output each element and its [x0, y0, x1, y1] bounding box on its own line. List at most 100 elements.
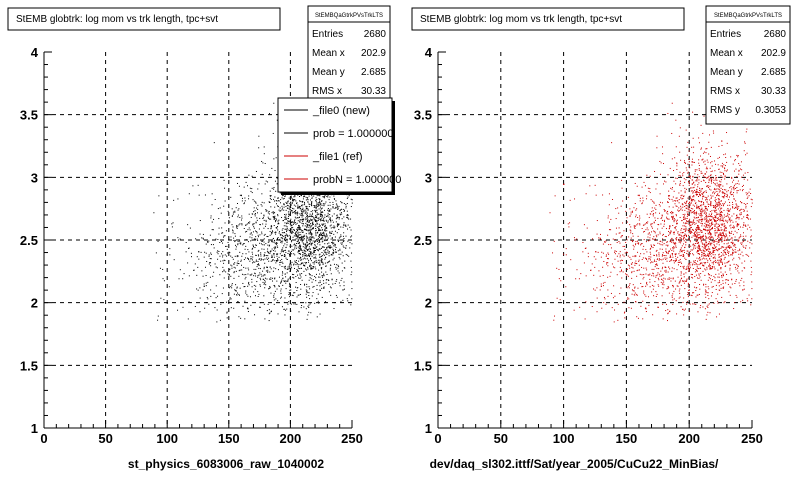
scatter-point [709, 155, 711, 157]
scatter-point [667, 213, 669, 215]
scatter-point [222, 236, 224, 238]
scatter-point [329, 247, 331, 249]
scatter-point [227, 210, 229, 212]
scatter-point [293, 196, 295, 198]
scatter-point [321, 200, 323, 202]
scatter-point [279, 239, 281, 241]
scatter-point [722, 185, 724, 187]
scatter-point [207, 298, 209, 300]
scatter-point [286, 244, 288, 246]
scatter-point [296, 222, 298, 224]
scatter-point [648, 190, 650, 192]
scatter-point [696, 246, 698, 248]
scatter-point [714, 235, 716, 237]
scatter-point [690, 233, 692, 235]
scatter-point [651, 268, 653, 270]
scatter-point [276, 280, 278, 282]
scatter-point [703, 250, 705, 252]
scatter-point [742, 245, 744, 247]
scatter-point [328, 246, 330, 248]
scatter-point [702, 249, 704, 251]
scatter-point [255, 259, 257, 261]
scatter-point [693, 222, 695, 224]
scatter-point [301, 235, 303, 237]
scatter-point [740, 161, 742, 163]
scatter-point [676, 168, 678, 170]
scatter-point [233, 293, 235, 295]
scatter-point [292, 276, 294, 278]
scatter-point [298, 225, 300, 227]
scatter-point [738, 256, 740, 258]
scatter-point [735, 200, 737, 202]
scatter-point [709, 268, 711, 270]
scatter-point [746, 214, 748, 216]
scatter-point [332, 201, 334, 203]
scatter-point [257, 208, 259, 210]
scatter-point [273, 239, 275, 241]
scatter-point [737, 264, 739, 266]
scatter-point [232, 229, 234, 231]
scatter-point [660, 218, 662, 220]
scatter-point [574, 239, 576, 241]
scatter-point [228, 274, 230, 276]
scatter-point [626, 268, 628, 270]
scatter-point [308, 224, 310, 226]
scatter-point [315, 223, 317, 225]
scatter-point [287, 211, 289, 213]
scatter-point [705, 249, 707, 251]
scatter-point [290, 250, 292, 252]
scatter-point [257, 263, 259, 265]
scatter-point [640, 282, 642, 284]
scatter-point [281, 207, 283, 209]
scatter-point [603, 260, 605, 262]
scatter-point [677, 264, 679, 266]
scatter-point [735, 221, 737, 223]
scatter-point [231, 267, 233, 269]
scatter-point [720, 252, 722, 254]
scatter-point [716, 232, 718, 234]
scatter-point [269, 230, 271, 232]
scatter-point [647, 229, 649, 231]
scatter-point [634, 264, 636, 266]
scatter-point [299, 228, 301, 230]
scatter-point [320, 215, 322, 217]
scatter-point [684, 228, 686, 230]
scatter-point [691, 274, 693, 276]
scatter-point [315, 197, 317, 199]
scatter-point [672, 248, 674, 250]
scatter-point [743, 202, 745, 204]
scatter-point [633, 294, 635, 296]
scatter-point [608, 204, 610, 206]
scatter-point [709, 229, 711, 231]
scatter-point [327, 208, 329, 210]
scatter-point [276, 242, 278, 244]
scatter-point [729, 187, 731, 189]
scatter-point [316, 214, 318, 216]
scatter-point [706, 219, 708, 221]
scatter-point [715, 246, 717, 248]
scatter-point [634, 182, 636, 184]
scatter-point [710, 202, 712, 204]
scatter-point [311, 243, 313, 245]
scatter-point [250, 304, 252, 306]
scatter-point [303, 265, 305, 267]
scatter-point [191, 256, 193, 258]
scatter-point [285, 249, 287, 251]
scatter-point [257, 250, 259, 252]
scatter-point [321, 255, 323, 257]
scatter-point [715, 177, 717, 179]
scatter-point [709, 232, 711, 234]
scatter-point [683, 273, 685, 275]
scatter-point [296, 228, 298, 230]
scatter-point [599, 237, 601, 239]
scatter-point [294, 261, 296, 263]
scatter-point [695, 287, 697, 289]
scatter-point [700, 170, 702, 172]
scatter-point [300, 288, 302, 290]
scatter-point [224, 260, 226, 262]
scatter-point [708, 220, 710, 222]
scatter-point [638, 219, 640, 221]
scatter-point [307, 245, 309, 247]
scatter-point [254, 210, 256, 212]
scatter-point [322, 240, 324, 242]
